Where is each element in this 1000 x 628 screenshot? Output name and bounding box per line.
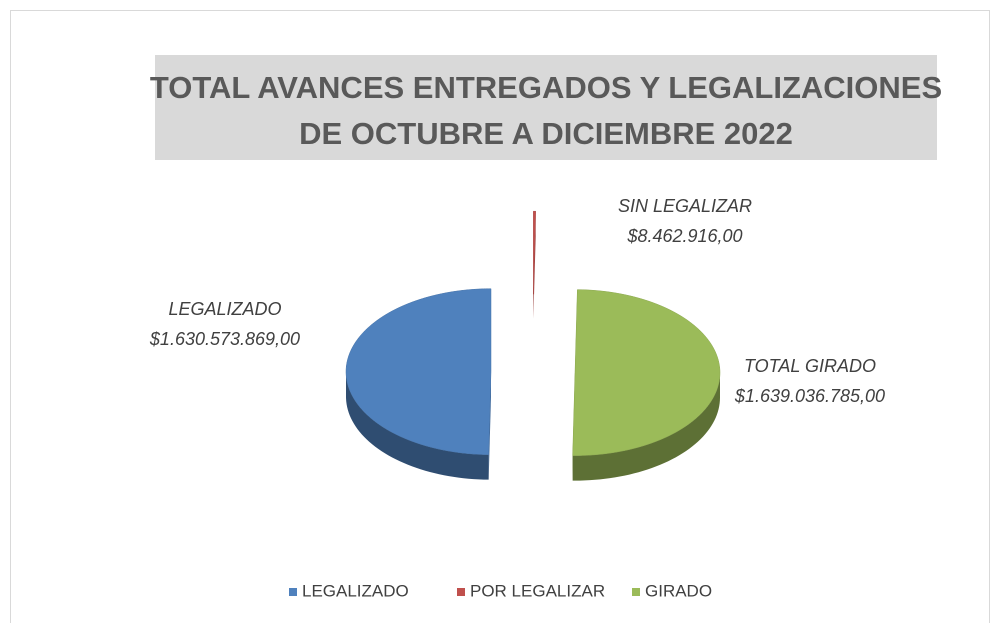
chart-border	[10, 10, 990, 623]
slice-side	[572, 372, 720, 481]
slice-top	[533, 210, 536, 295]
slice-top	[572, 289, 721, 456]
legend-swatch	[289, 588, 297, 596]
pie-slice	[572, 289, 721, 481]
legend-label: POR LEGALIZAR	[470, 581, 605, 600]
data-label-value: $1.639.036.785,00	[734, 386, 885, 406]
legend-label: GIRADO	[645, 581, 712, 600]
data-label-value: $8.462.916,00	[626, 226, 742, 246]
data-label-value: $1.630.573.869,00	[149, 329, 300, 349]
pie-slice	[345, 288, 492, 480]
data-label-name: LEGALIZADO	[168, 299, 281, 319]
chart-title: TOTAL AVANCES ENTREGADOS Y LEGALIZACIONE…	[150, 70, 942, 105]
data-label-name: TOTAL GIRADO	[744, 356, 876, 376]
slice-top	[345, 288, 492, 455]
title-box	[155, 55, 937, 160]
legend-swatch	[457, 588, 465, 596]
legend-swatch	[632, 588, 640, 596]
slice-side	[346, 371, 489, 480]
pie-slice	[533, 210, 536, 320]
legend-label: LEGALIZADO	[302, 581, 409, 600]
chart-title: DE OCTUBRE A DICIEMBRE 2022	[299, 116, 793, 151]
data-label-name: SIN LEGALIZAR	[618, 196, 752, 216]
